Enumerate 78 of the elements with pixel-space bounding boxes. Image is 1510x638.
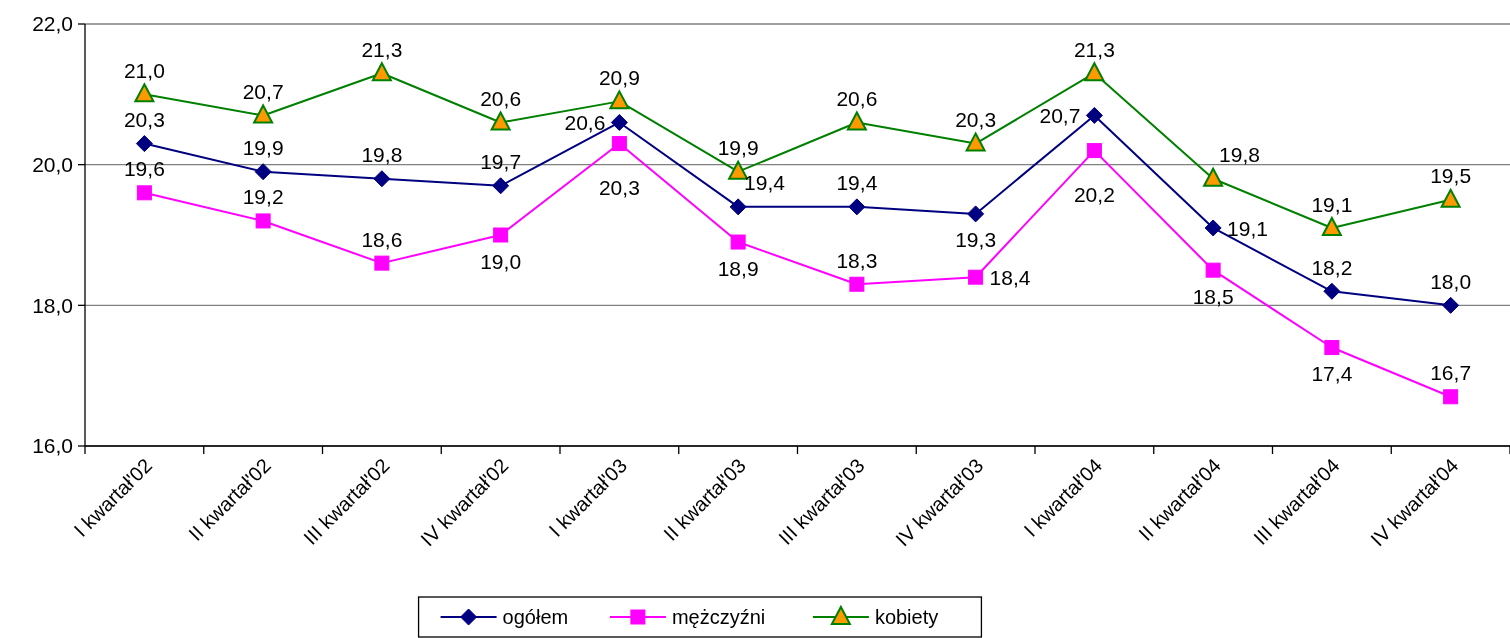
point — [373, 170, 391, 188]
data-label: 18,4 — [989, 265, 1031, 289]
point — [371, 62, 392, 82]
data-label: 19,4 — [836, 171, 878, 195]
point — [1440, 188, 1461, 208]
legend-label: kobiety — [874, 606, 939, 628]
data-label: 20,6 — [564, 111, 606, 135]
point — [253, 104, 274, 124]
data-label: 18,9 — [717, 256, 759, 280]
data-label: 19,7 — [480, 150, 522, 174]
data-label: 20,7 — [242, 79, 284, 103]
point — [610, 113, 628, 131]
data-label: 21,0 — [123, 58, 165, 82]
point — [968, 269, 984, 285]
point — [1323, 282, 1341, 300]
point — [1085, 106, 1103, 124]
data-label: 18,0 — [1430, 269, 1472, 293]
data-label: 19,8 — [361, 143, 403, 167]
point — [1086, 143, 1102, 159]
data-label: 18,5 — [1192, 284, 1234, 308]
data-label: 20,3 — [598, 176, 640, 200]
y-tick-label: 18,0 — [32, 293, 73, 317]
data-label: 20,2 — [1073, 183, 1115, 207]
point — [254, 163, 272, 181]
point — [1324, 340, 1340, 356]
point — [965, 132, 986, 152]
data-label: 20,6 — [836, 87, 878, 111]
point — [1084, 62, 1105, 82]
point — [1203, 167, 1224, 187]
point — [730, 234, 746, 250]
data-label: 19,0 — [480, 249, 522, 273]
y-tick-label: 20,0 — [32, 153, 73, 177]
point — [255, 213, 271, 229]
point — [134, 83, 155, 103]
data-label: 17,4 — [1311, 362, 1353, 386]
point — [493, 227, 509, 243]
point — [1204, 219, 1222, 237]
point — [1321, 216, 1342, 236]
point — [1205, 262, 1221, 278]
point — [374, 255, 390, 271]
data-label: 19,1 — [1227, 216, 1268, 240]
data-label: 19,5 — [1430, 164, 1472, 188]
y-tick-label: 22,0 — [32, 12, 73, 36]
data-label: 21,3 — [1073, 37, 1115, 61]
point — [135, 135, 153, 153]
data-label: 19,1 — [1311, 192, 1353, 216]
data-label: 19,2 — [242, 185, 284, 209]
point — [1443, 389, 1459, 405]
point — [729, 198, 747, 216]
data-label: 19,6 — [123, 157, 165, 181]
data-label: 20,3 — [955, 108, 997, 132]
y-tick-label: 16,0 — [32, 434, 73, 458]
data-label: 20,7 — [1039, 103, 1081, 127]
point — [492, 177, 510, 195]
data-label: 19,4 — [744, 171, 786, 195]
point — [136, 185, 152, 201]
point — [611, 136, 627, 152]
legend-label: mężczyźni — [671, 606, 766, 628]
point — [849, 276, 865, 292]
data-label: 20,6 — [480, 87, 522, 111]
data-label: 16,7 — [1430, 361, 1472, 385]
data-label: 20,9 — [598, 65, 640, 89]
point — [967, 205, 985, 223]
data-label: 19,8 — [1219, 143, 1260, 167]
data-label: 19,9 — [242, 136, 284, 160]
data-label: 18,2 — [1311, 255, 1353, 279]
legend-label: ogółem — [502, 606, 569, 628]
point — [848, 198, 866, 216]
data-label: 18,3 — [836, 248, 878, 272]
point — [1442, 296, 1460, 314]
data-label: 21,3 — [361, 37, 403, 61]
data-label: 19,3 — [955, 228, 997, 252]
point — [490, 111, 511, 131]
data-label: 18,6 — [361, 227, 403, 251]
point — [846, 111, 867, 131]
point — [609, 90, 630, 110]
data-label: 20,3 — [123, 108, 165, 132]
data-label: 19,9 — [717, 136, 759, 160]
